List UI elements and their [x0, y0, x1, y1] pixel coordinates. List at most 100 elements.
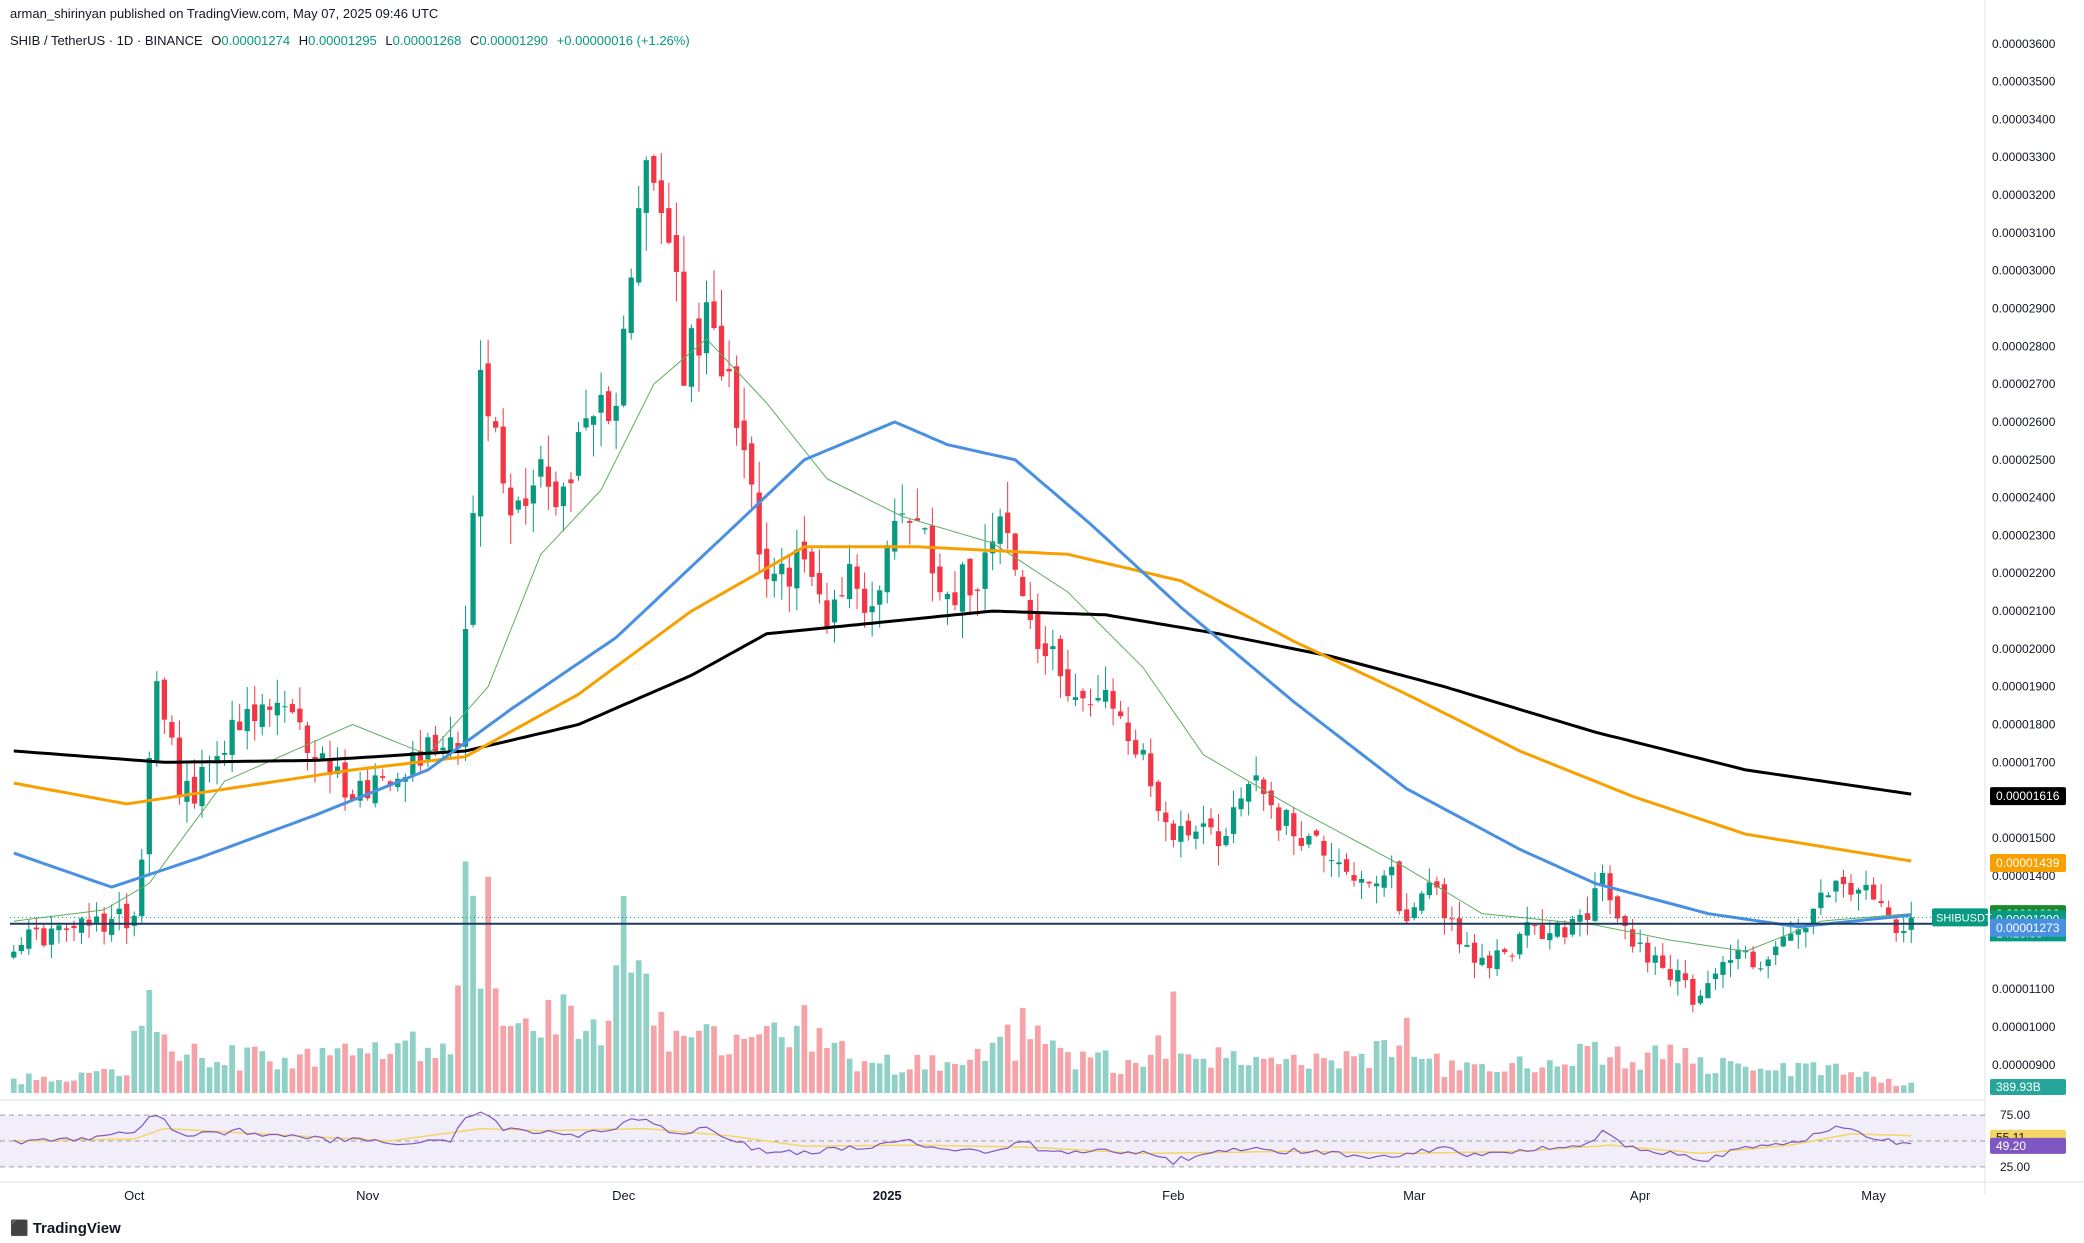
volume-bar: [1193, 1058, 1199, 1093]
price-axis[interactable]: 0.00003600 0.00003500 0.00003400 0.00003300…: [1992, 37, 2056, 1072]
volume-bar: [545, 999, 552, 1093]
volume-bar: [334, 1048, 341, 1093]
price-tick-label: 0.00002000: [1992, 642, 2056, 656]
volume-bar: [1147, 1054, 1154, 1093]
candle-body: [109, 919, 115, 935]
volume-bar: [824, 1047, 830, 1093]
candle-body: [688, 328, 695, 387]
candle-body: [1712, 973, 1719, 980]
candle-body: [1554, 922, 1560, 937]
volume-bar: [1358, 1053, 1365, 1093]
candle-body: [1050, 646, 1056, 649]
candle-body: [349, 794, 356, 801]
volume-bar: [1908, 1082, 1915, 1093]
volume-bar: [455, 985, 461, 1093]
volume-bar: [831, 1042, 838, 1093]
tradingview-logo[interactable]: ⬛ TradingView: [10, 1219, 121, 1237]
candle-body: [831, 599, 838, 623]
candle-body: [455, 742, 461, 748]
volume-bar: [1825, 1065, 1832, 1093]
candle-body: [861, 588, 868, 613]
volume-bar: [816, 1028, 823, 1093]
candle-body: [1833, 880, 1839, 892]
candle-body: [523, 498, 529, 506]
volume-bar: [711, 1026, 717, 1093]
volume-bar: [891, 1074, 898, 1093]
candle-body: [944, 593, 951, 600]
candle-body: [1486, 955, 1493, 969]
candle-body: [1381, 875, 1387, 888]
volume-bar: [718, 1055, 725, 1093]
candle-body: [357, 780, 363, 801]
candle-body: [1788, 933, 1794, 941]
rsi-pane[interactable]: [0, 1111, 1985, 1168]
candle-body: [485, 363, 491, 417]
candle-body: [1155, 781, 1161, 811]
volume-bar: [1848, 1072, 1854, 1093]
volume-bar: [899, 1072, 906, 1093]
price-tick-label: 0.00001100: [1992, 982, 2055, 996]
candle-body: [1690, 978, 1696, 1005]
volume-bar: [470, 895, 476, 1093]
volume-bar: [771, 1022, 778, 1093]
candle-body: [1584, 913, 1591, 921]
volume-bar: [681, 1035, 687, 1093]
volume-bar: [1049, 1040, 1056, 1093]
volume-bar: [1125, 1059, 1132, 1093]
volume-bar: [138, 1025, 145, 1093]
candle-body: [26, 929, 32, 949]
candle-body: [1735, 949, 1741, 960]
candle-body: [794, 549, 800, 589]
candle-body: [274, 702, 280, 716]
candle-body: [899, 513, 905, 515]
support-price-label-text: 0.00001273: [1996, 921, 2060, 935]
volume-bar: [590, 1019, 597, 1093]
ema50-line[interactable]: [13, 420, 1912, 929]
candle-body: [1140, 749, 1146, 755]
volume-bar: [1253, 1056, 1260, 1093]
volume-bar: [1674, 1063, 1681, 1093]
volume-bar: [18, 1084, 25, 1093]
candle-body: [1389, 866, 1395, 876]
volume-bar: [1441, 1076, 1448, 1093]
candle-body: [929, 525, 936, 574]
candle-body: [1893, 919, 1899, 934]
candle-body: [643, 160, 649, 213]
volume-bar: [515, 1023, 522, 1093]
volume-bar: [1833, 1063, 1839, 1093]
candle-body: [1095, 698, 1101, 701]
volume-bar: [583, 1031, 589, 1093]
candle-body: [1358, 878, 1365, 883]
volume-bar: [1870, 1076, 1877, 1093]
volume-bar: [342, 1043, 348, 1093]
volume-bar: [1268, 1057, 1275, 1093]
candle-body: [1072, 697, 1079, 701]
ema200-line[interactable]: [13, 545, 1912, 863]
volume-bar: [1132, 1062, 1139, 1093]
candle-body: [252, 704, 258, 722]
ema20-line[interactable]: [13, 338, 1912, 952]
legend-high-key: H: [298, 33, 309, 48]
candle-body: [1238, 798, 1244, 810]
price-tick-label: 0.00002300: [1992, 528, 2056, 542]
volume-bar: [379, 1058, 386, 1093]
rsi-line: [13, 1111, 1912, 1166]
price-tick-label: 0.00003100: [1992, 226, 2056, 240]
time-tick-label: May: [1861, 1188, 1886, 1203]
volume-bar: [598, 1045, 604, 1093]
candle-body: [1509, 955, 1515, 957]
candle-body: [259, 704, 265, 727]
volume-bar: [71, 1080, 77, 1093]
candle-body: [1569, 919, 1576, 935]
candle-body: [116, 908, 122, 915]
legend-symbol[interactable]: SHIB / TetherUS · 1D · BINANCE: [10, 33, 203, 48]
time-axis[interactable]: Oct Nov Dec 2025 Feb Mar Apr May: [124, 1188, 1886, 1203]
volume-bar: [665, 1051, 672, 1093]
sma200-line[interactable]: [13, 609, 1912, 796]
candle-body: [342, 762, 348, 798]
candle-body: [11, 951, 17, 958]
candle-body: [71, 925, 77, 929]
volume-label-text: 389.93B: [1996, 1080, 2041, 1094]
price-tick-label: 0.00003300: [1992, 150, 2056, 164]
